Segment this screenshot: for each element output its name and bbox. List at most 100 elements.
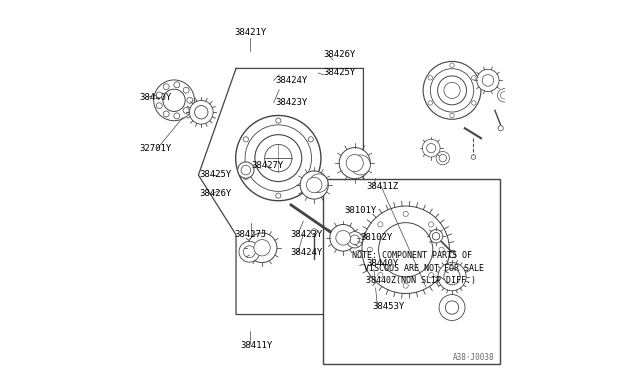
Circle shape [247,233,277,263]
Text: 38102Y: 38102Y [361,233,393,243]
Circle shape [156,92,162,98]
Circle shape [428,101,433,105]
Text: 38426Y: 38426Y [324,50,356,59]
Circle shape [183,108,189,113]
Circle shape [498,126,503,131]
Circle shape [500,92,508,99]
Circle shape [195,106,208,119]
Circle shape [350,155,371,175]
Text: 38453Y: 38453Y [372,302,404,311]
Circle shape [403,211,408,217]
Circle shape [482,75,493,86]
Circle shape [471,155,476,159]
Circle shape [429,230,443,243]
Circle shape [472,101,476,105]
Circle shape [444,269,460,285]
Circle shape [309,174,328,192]
Circle shape [243,137,248,142]
Circle shape [423,61,481,119]
Circle shape [255,135,301,182]
Circle shape [439,154,447,162]
Text: 38424Y: 38424Y [291,248,323,257]
Circle shape [422,139,440,157]
Text: 38423Y: 38423Y [291,230,323,239]
Circle shape [174,113,180,119]
Circle shape [350,235,360,245]
Circle shape [430,69,474,112]
Text: 38427J: 38427J [235,230,267,239]
Circle shape [243,174,248,179]
Circle shape [245,125,312,191]
Circle shape [237,162,254,178]
Text: 38101Y: 38101Y [344,206,376,215]
Text: 38411Y: 38411Y [240,341,273,350]
Text: 38427Y: 38427Y [252,161,284,170]
Circle shape [472,76,476,80]
Circle shape [347,232,363,248]
Text: 38421Y: 38421Y [235,28,267,37]
Circle shape [438,76,467,105]
Text: 38423Y: 38423Y [276,98,308,107]
Bar [323,179,500,364]
Text: 38440Y: 38440Y [139,93,172,102]
Circle shape [450,252,456,258]
Circle shape [154,80,195,121]
Text: 38426Y: 38426Y [200,189,232,198]
Circle shape [497,89,511,102]
Circle shape [367,247,372,252]
Circle shape [239,241,260,262]
Circle shape [241,165,251,175]
Circle shape [189,100,213,124]
Circle shape [311,229,317,235]
Circle shape [477,69,499,92]
Circle shape [379,223,433,277]
Circle shape [265,144,292,172]
Text: A38·J0038: A38·J0038 [452,353,494,362]
Text: NOTE: COMPONENT PARTS OF
     VISCOUS ARE NOT FOR SALE: NOTE: COMPONENT PARTS OF VISCOUS ARE NOT… [339,251,484,273]
Circle shape [378,273,383,278]
Circle shape [445,301,459,314]
Circle shape [163,84,169,90]
Circle shape [450,113,454,118]
Circle shape [436,151,449,165]
Circle shape [339,148,371,179]
Circle shape [243,246,255,258]
Circle shape [346,154,364,171]
Circle shape [403,283,408,288]
Circle shape [438,263,466,291]
Circle shape [362,206,449,294]
Circle shape [426,144,436,153]
Text: 38411Z: 38411Z [366,182,399,190]
Circle shape [163,89,185,112]
Circle shape [439,295,465,321]
Circle shape [276,193,281,198]
Circle shape [330,224,356,251]
Text: 38440Z(NON SLIP DIFF.): 38440Z(NON SLIP DIFF.) [366,276,476,285]
Circle shape [300,171,328,199]
Text: 32701Y: 32701Y [139,144,172,153]
Circle shape [308,137,314,142]
Circle shape [439,247,444,252]
Text: 38424Y: 38424Y [276,76,308,85]
Circle shape [433,232,440,240]
Text: 38425Y: 38425Y [200,170,232,179]
Circle shape [308,174,314,179]
Circle shape [307,177,322,193]
Text: 38425Y: 38425Y [324,68,356,77]
Circle shape [428,76,433,80]
Circle shape [428,273,434,278]
Circle shape [378,222,383,227]
Circle shape [163,111,169,117]
Circle shape [450,63,454,67]
Circle shape [156,103,162,109]
Circle shape [183,87,189,93]
Circle shape [336,231,351,245]
Circle shape [174,82,180,88]
Circle shape [254,240,270,256]
Circle shape [444,82,460,99]
Circle shape [428,222,434,227]
Circle shape [276,118,281,123]
Circle shape [236,115,321,201]
Circle shape [187,97,193,103]
Text: 38440Y: 38440Y [366,259,399,268]
